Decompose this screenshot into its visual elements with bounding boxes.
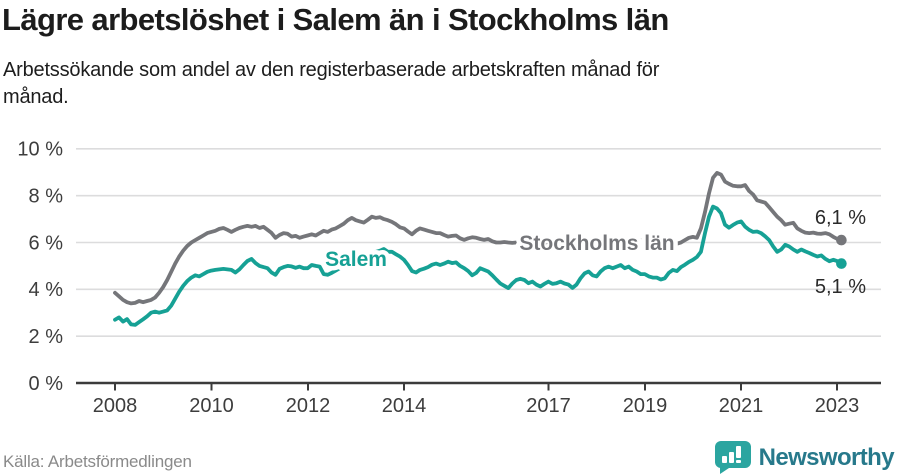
chart-subtitle: Arbetssökande som andel av den registerb… [3,59,660,108]
y-axis-labels: 10 % 8 % 6 % 4 % 2 % 0 % [17,139,63,395]
x-tick-label: 2019 [623,395,668,417]
x-tick-label: 2010 [189,395,234,417]
series-line-1 [113,204,844,327]
x-tick-label: 2014 [382,395,427,417]
series-label-0: Stockholms län [519,232,674,255]
x-tick-label: 2012 [286,395,331,417]
y-tick-label: 6 % [29,232,64,254]
series-label-1: Salem [325,248,387,271]
end-value-label-stockholm: 6,1 % [815,207,866,229]
y-tick-label: 4 % [29,279,64,301]
unemployment-line-chart: 10 % 8 % 6 % 4 % 2 % 0 % 2008 2010 2012 … [17,139,881,417]
y-tick-label: 8 % [29,186,64,208]
brand-name: Newsworthy [758,443,895,471]
series-end-dot-0 [836,234,847,246]
y-tick-label: 0 % [29,373,64,395]
x-axis-ticks [114,383,838,391]
x-axis-labels: 2008 2010 2012 2014 2017 2019 2021 2023 [93,395,860,417]
x-tick-label: 2021 [719,395,764,417]
page-title: Lägre arbetslöshet i Salem än i Stockhol… [2,2,669,37]
series-end-dot-1 [836,258,847,269]
gridlines [76,148,881,385]
series-line-0 [113,170,844,306]
y-tick-label: 10 % [17,139,63,161]
newsworthy-bubble-chart-icon [714,441,751,474]
newsworthy-logo: Newsworthy [714,441,895,474]
x-tick-label: 2017 [526,395,571,417]
x-tick-label: 2023 [815,395,860,417]
source-note: Källa: Arbetsförmedlingen [3,452,192,471]
y-tick-label: 2 % [29,326,64,348]
x-tick-label: 2008 [93,395,138,417]
end-value-label-salem: 5,1 % [815,276,866,298]
